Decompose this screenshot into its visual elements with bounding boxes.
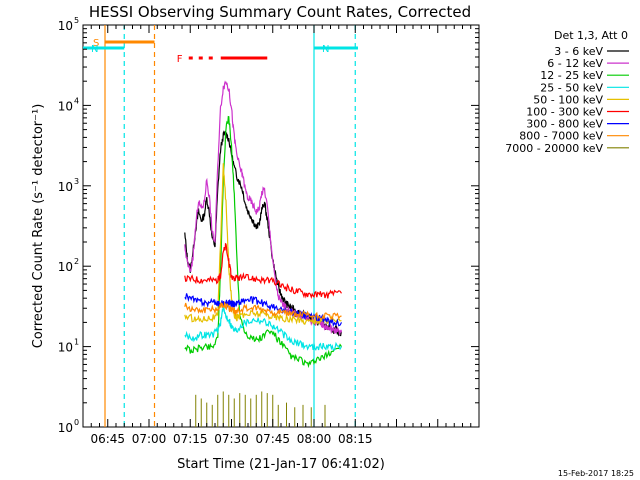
legend-label-8: 7000 - 20000 keV	[505, 142, 603, 155]
flag-label-f-3: F	[177, 54, 183, 65]
legend-label-2: 12 - 25 keV	[540, 69, 603, 82]
x-tick-label-4: 07:45	[255, 432, 290, 446]
y-tick-exponent-4: 4	[74, 96, 79, 105]
y-tick-label-5: 10	[58, 19, 73, 33]
x-tick-label-2: 07:15	[173, 432, 208, 446]
series-line-2	[184, 115, 342, 369]
y-tick-label-1: 10	[58, 341, 73, 355]
series-line-4	[184, 163, 342, 326]
legend-label-5: 100 - 300 keV	[526, 106, 603, 119]
y-tick-exponent-2: 2	[74, 257, 79, 266]
y-tick-label-0: 10	[58, 421, 73, 435]
y-tick-exponent-5: 5	[74, 16, 79, 25]
x-tick-label-1: 07:00	[132, 432, 167, 446]
flag-label-s-0: S	[93, 38, 99, 49]
legend-label-3: 25 - 50 keV	[540, 81, 603, 94]
x-tick-label-0: 06:45	[90, 432, 125, 446]
y-tick-exponent-0: 0	[74, 418, 79, 427]
flag-label-n-2: N	[322, 44, 329, 55]
data-series	[184, 80, 343, 427]
y-tick-exponent-1: 1	[74, 338, 79, 347]
y-tick-label-4: 10	[58, 99, 73, 113]
series-line-7	[184, 301, 342, 321]
plot-frame	[82, 24, 480, 428]
legend-label-0: 3 - 6 keV	[554, 45, 603, 58]
legend-header: Det 1,3, Att 0	[554, 29, 628, 42]
plot-area: SN NF 06:45 07:00 07:15 07:30 07:45 08:00 08:15…	[58, 16, 480, 446]
y-tick-label-2: 10	[58, 260, 73, 274]
x-tick-label-3: 07:30	[214, 432, 249, 446]
x-axis: 06:45 07:00 07:15 07:30 07:45 08:00 08:15	[90, 25, 480, 446]
y-axis-label: Corrected Count Rate (s⁻¹ detector⁻¹)	[31, 104, 46, 349]
series-line-1	[184, 80, 343, 336]
series-line-5	[184, 242, 342, 300]
x-tick-label-5: 08:00	[297, 432, 332, 446]
legend-label-7: 800 - 7000 keV	[519, 130, 603, 143]
x-axis-label: Start Time (21-Jan-17 06:41:02)	[177, 457, 385, 472]
legend-label-1: 6 - 12 keV	[547, 57, 603, 70]
y-tick-label-3: 10	[58, 180, 73, 194]
x-tick-label-6: 08:15	[338, 432, 373, 446]
legend-label-4: 50 - 100 keV	[533, 93, 603, 106]
y-tick-exponent-3: 3	[74, 177, 79, 186]
legend-label-6: 300 - 800 keV	[526, 118, 603, 131]
chart-title: HESSI Observing Summary Count Rates, Cor…	[89, 3, 471, 21]
flag-label-n-1: N	[91, 44, 98, 55]
footer-date: 15-Feb-2017 18:25	[558, 469, 634, 478]
observing-flags: SN NF	[83, 25, 358, 427]
series-line-3	[184, 304, 343, 351]
